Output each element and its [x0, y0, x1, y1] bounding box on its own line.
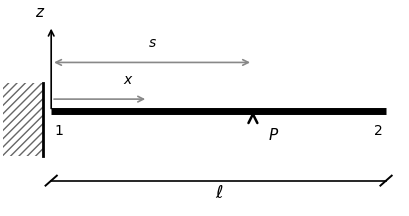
Bar [3, 83, 43, 156]
Text: 1: 1 [55, 124, 64, 138]
Text: z: z [35, 5, 43, 20]
Text: 2: 2 [373, 124, 382, 138]
Text: x: x [124, 73, 132, 87]
Text: ℓ: ℓ [215, 184, 222, 202]
Text: s: s [148, 36, 156, 50]
Text: P: P [269, 128, 278, 143]
